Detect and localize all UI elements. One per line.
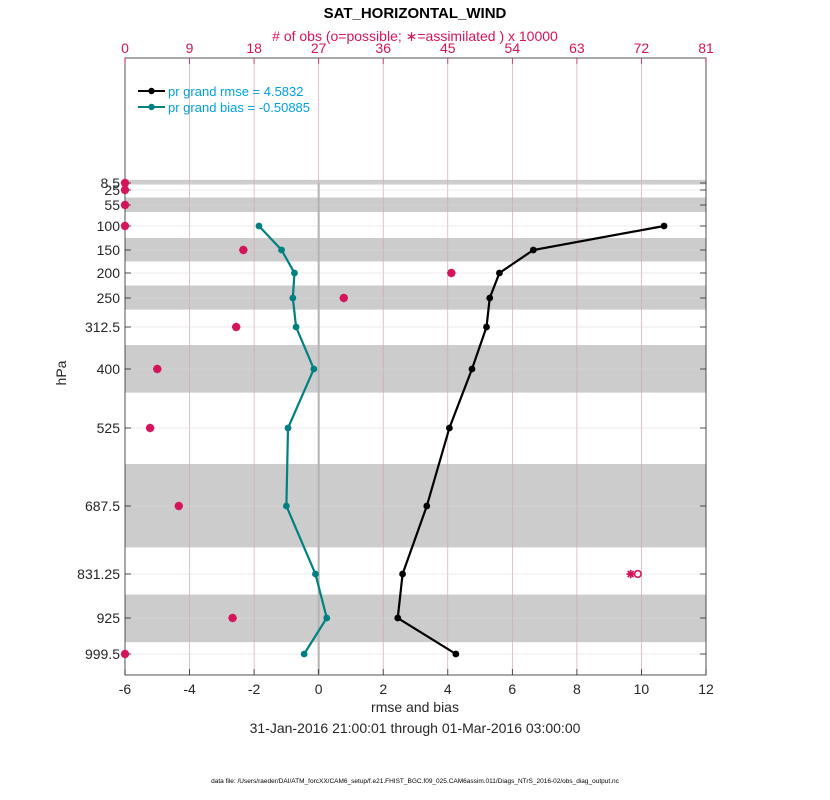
series-lines <box>255 222 668 658</box>
y-tick-label: 925 <box>97 610 121 626</box>
y-tick-label: 999.5 <box>85 646 120 662</box>
obs-assimilated-marker <box>239 245 248 255</box>
obs-assimilated-marker <box>120 185 130 195</box>
x-tick-label: 8 <box>573 681 581 697</box>
obs-assimilated-marker <box>447 268 456 278</box>
obs-assimilated-marker <box>120 221 130 231</box>
obs-assimilated-marker <box>231 322 241 332</box>
top-tick-label: 63 <box>569 40 585 56</box>
shaded-band-5 <box>125 464 706 548</box>
top-tick-label: 0 <box>121 40 129 56</box>
obs-assimilated-marker <box>120 649 130 659</box>
top-tick-label: 81 <box>698 40 714 56</box>
x-tick-label: 10 <box>634 681 650 697</box>
y-tick-label: 25 <box>104 182 120 198</box>
y-tick-label: 200 <box>97 265 121 281</box>
obs-assimilated-marker <box>145 423 155 433</box>
bias-point <box>300 650 308 658</box>
x-tick-label: -2 <box>248 681 261 697</box>
y-tick-label: 831.25 <box>77 566 120 582</box>
top-tick-label: 54 <box>505 40 521 56</box>
y-tick-label: 8.5 <box>101 175 121 191</box>
plot-frame <box>124 57 707 676</box>
x-tick-label: 2 <box>379 681 387 697</box>
rmse-point <box>486 294 494 302</box>
y-axis-label: hPa <box>53 360 69 385</box>
legend-bias-label: pr grand bias = -0.50885 <box>168 100 310 115</box>
top-tick-label: 18 <box>246 40 262 56</box>
x-axis-label: rmse and bias <box>371 699 459 715</box>
shaded-bands <box>125 179 706 643</box>
y-tick-label: 400 <box>97 361 121 377</box>
bias-point <box>312 570 319 578</box>
bias-point <box>292 323 300 331</box>
top-axis-ticks: 0 9 18 27 36 45 54 63 72 81 <box>121 40 714 64</box>
obs-assimilated-marker <box>339 293 348 303</box>
bias-point <box>278 246 285 254</box>
bias-point <box>282 502 290 510</box>
rmse-point <box>452 650 460 658</box>
rmse-point <box>423 502 431 510</box>
rmse-point <box>496 269 503 277</box>
y-tick-label: 150 <box>97 242 121 258</box>
grid-lines <box>125 58 706 675</box>
chart-title: SAT_HORIZONTAL_WIND <box>324 5 507 22</box>
x-tick-label: 6 <box>508 681 516 697</box>
shaded-band-6 <box>125 594 706 643</box>
rmse-point <box>394 614 402 622</box>
obs-assimilated-marker <box>153 364 162 374</box>
footer-data-file: data file: /Users/raeder/DAI/ATM_forcXX/… <box>211 778 620 785</box>
top-tick-label: 9 <box>186 40 194 56</box>
bias-point <box>323 614 331 622</box>
x-axis-ticks: -6 -4 -2 0 2 4 6 8 10 12 <box>119 669 714 697</box>
x-tick-label: -4 <box>183 681 196 697</box>
bias-point <box>289 294 297 302</box>
y-tick-label: 687.5 <box>85 498 120 514</box>
legend: pr grand rmse = 4.5832 pr grand bias = -… <box>138 84 310 115</box>
y-tick-label: 100 <box>97 218 121 234</box>
top-tick-label: 45 <box>440 40 456 56</box>
shaded-band-0 <box>125 179 706 185</box>
y-tick-label: 312.5 <box>85 319 120 335</box>
rmse-point <box>529 246 537 254</box>
legend-bias-marker <box>148 103 155 111</box>
x-tick-label: 0 <box>315 681 323 697</box>
rmse-point <box>483 323 490 331</box>
bias-point <box>284 424 292 432</box>
bias-point <box>310 365 318 373</box>
legend-rmse-label: pr grand rmse = 4.5832 <box>168 84 304 99</box>
shaded-band-3 <box>125 285 706 310</box>
rmse-point <box>660 222 668 230</box>
obs-assimilated-marker <box>120 200 130 210</box>
obs-assimilated-marker <box>174 501 183 511</box>
legend-rmse-marker <box>148 87 155 95</box>
rmse-point <box>399 570 406 578</box>
y-tick-label: 55 <box>104 197 120 213</box>
bias-point <box>255 222 263 230</box>
top-tick-label: 27 <box>311 40 327 56</box>
obs-assimilated-marker <box>228 613 237 623</box>
top-tick-label: 72 <box>634 40 650 56</box>
top-axis-label: # of obs (o=possible; ∗=assimilated ) x … <box>272 28 558 44</box>
x-tick-label: -6 <box>119 681 132 697</box>
bias-point <box>291 269 298 277</box>
rmse-point <box>445 424 453 432</box>
x-tick-label: 4 <box>444 681 452 697</box>
obs-markers <box>120 178 642 659</box>
date-range: 31-Jan-2016 21:00:01 through 01-Mar-2016… <box>250 720 581 736</box>
obs-assimilated-marker <box>626 569 635 579</box>
rmse-point <box>468 365 476 373</box>
x-tick-label: 12 <box>698 681 714 697</box>
top-tick-label: 36 <box>375 40 391 56</box>
y-tick-label: 525 <box>97 420 121 436</box>
y-tick-label: 250 <box>97 290 121 306</box>
